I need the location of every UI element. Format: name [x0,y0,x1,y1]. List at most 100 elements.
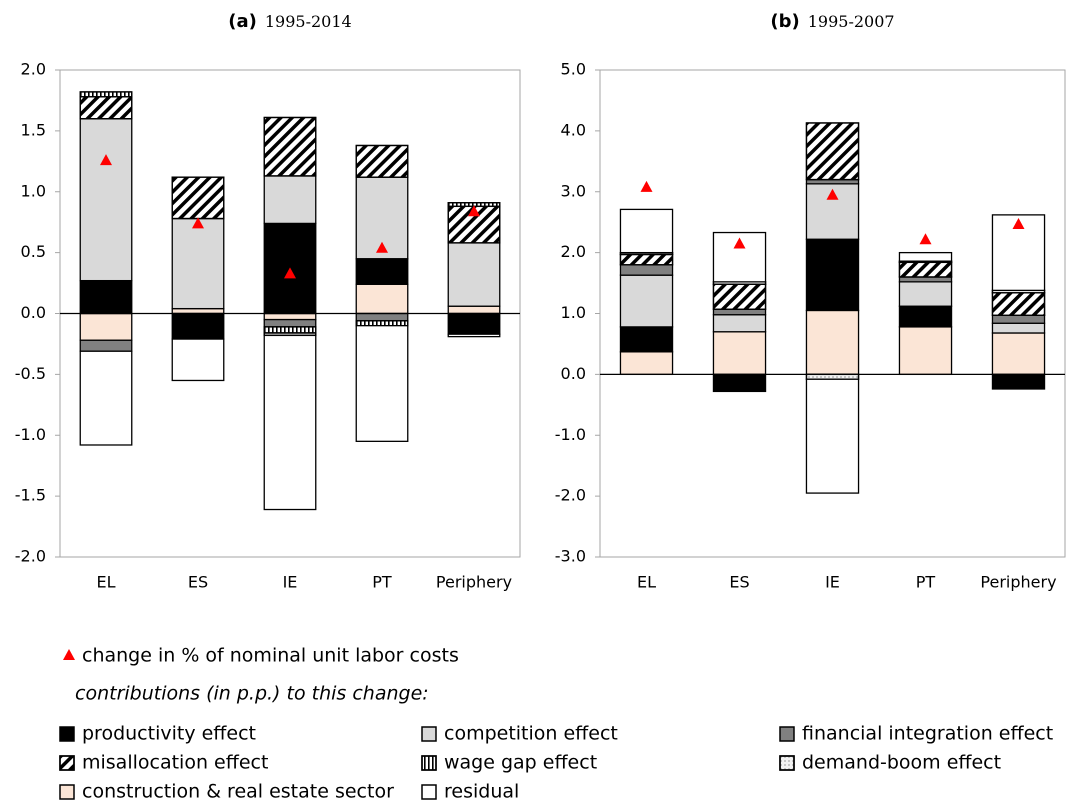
legend-swatch [59,726,75,742]
legend-note: contributions (in p.p.) to this change: [75,683,429,705]
bar [171,312,225,340]
legend-label: residual [444,781,519,803]
bar [79,118,133,282]
y-tick-label: -3.0 [555,547,586,566]
panel-title: 1995-2014 [265,12,352,31]
bar-pattern [619,253,674,266]
legend-label: demand-boom effect [802,752,1001,774]
bar [991,322,1046,334]
y-tick-label: 2.0 [561,242,586,261]
legend-swatch [421,784,437,800]
bar-pattern [79,91,133,98]
bar [712,308,767,316]
marker [919,233,932,245]
marker [826,188,839,200]
x-tick-label: IE [283,573,298,592]
legend-label: productivity effect [82,723,256,745]
marker [100,154,112,166]
x-tick-label: PT [372,573,392,592]
y-tick-label: 0.0 [561,364,586,383]
bar [712,331,767,376]
legend-swatch-pattern [421,755,437,771]
bar [712,231,767,283]
bar [447,312,501,335]
y-tick-label: -2.0 [555,486,586,505]
legend-label: financial integration effect [802,723,1053,745]
bar-pattern [263,116,317,177]
x-tick-label: EL [96,573,115,592]
bar [171,307,225,315]
bar-pattern [805,373,860,380]
bar [79,279,133,315]
bar [898,251,953,262]
legend-label: competition effect [444,723,618,745]
bar [898,326,953,376]
bar [79,350,133,446]
y-tick-label: 0.0 [21,303,46,322]
bar [898,305,953,328]
y-tick-label: 1.0 [561,303,586,322]
panel-label: (b) [770,11,799,32]
x-tick-label: EL [637,573,656,592]
panel-title: 1995-2007 [808,12,895,31]
y-tick-label: 0.5 [21,242,46,261]
bar [171,338,225,382]
bar [619,208,674,254]
bar [171,217,225,310]
legend-swatch [779,726,795,742]
x-tick-label: IE [825,573,840,592]
y-tick-label: -1.5 [15,486,46,505]
legend-swatch-pattern [59,755,75,771]
marker [192,217,204,229]
y-tick-label: -0.5 [15,364,46,383]
bar [447,242,501,307]
y-tick-label: 1.5 [21,120,46,139]
panel-label: (a) [228,11,257,32]
bar [991,332,1046,376]
bar [991,314,1046,324]
bar [355,258,409,285]
bar-pattern [355,144,409,178]
y-tick-label: -1.0 [555,425,586,444]
legend-label: misallocation effect [82,752,268,774]
bar [263,318,317,328]
x-tick-label: ES [188,573,208,592]
legend-swatch-pattern [779,755,795,771]
marker [733,237,746,249]
bar [619,326,674,353]
bar [263,175,317,225]
bar [898,276,953,283]
bar [712,373,767,393]
bar-pattern [991,292,1046,316]
bar [619,264,674,276]
legend-label: change in % of nominal unit labor costs [82,645,459,667]
marker [284,267,296,279]
bar [355,325,409,442]
bar-pattern [171,176,225,220]
y-tick-label: 4.0 [561,120,586,139]
legend-swatch [59,784,75,800]
marker [376,241,388,253]
y-tick-label: 5.0 [561,60,586,79]
x-tick-label: PT [916,573,936,592]
bar-pattern [263,326,317,334]
marker [468,205,480,217]
x-tick-label: ES [729,573,749,592]
bar [898,281,953,307]
chart-title: (a) 1995-2014 [228,11,351,32]
bar [805,378,860,494]
bar [805,238,860,312]
bar [991,373,1046,390]
bar [712,314,767,333]
bar [263,334,317,511]
y-tick-label: -1.0 [15,425,46,444]
bar-pattern [898,261,953,278]
y-tick-label: 3.0 [561,181,586,200]
bar-pattern [79,96,133,120]
bar [263,312,317,321]
y-tick-label: 2.0 [21,60,46,79]
marker [640,180,653,192]
legend-label: wage gap effect [444,752,597,774]
x-tick-label: Periphery [436,573,512,592]
